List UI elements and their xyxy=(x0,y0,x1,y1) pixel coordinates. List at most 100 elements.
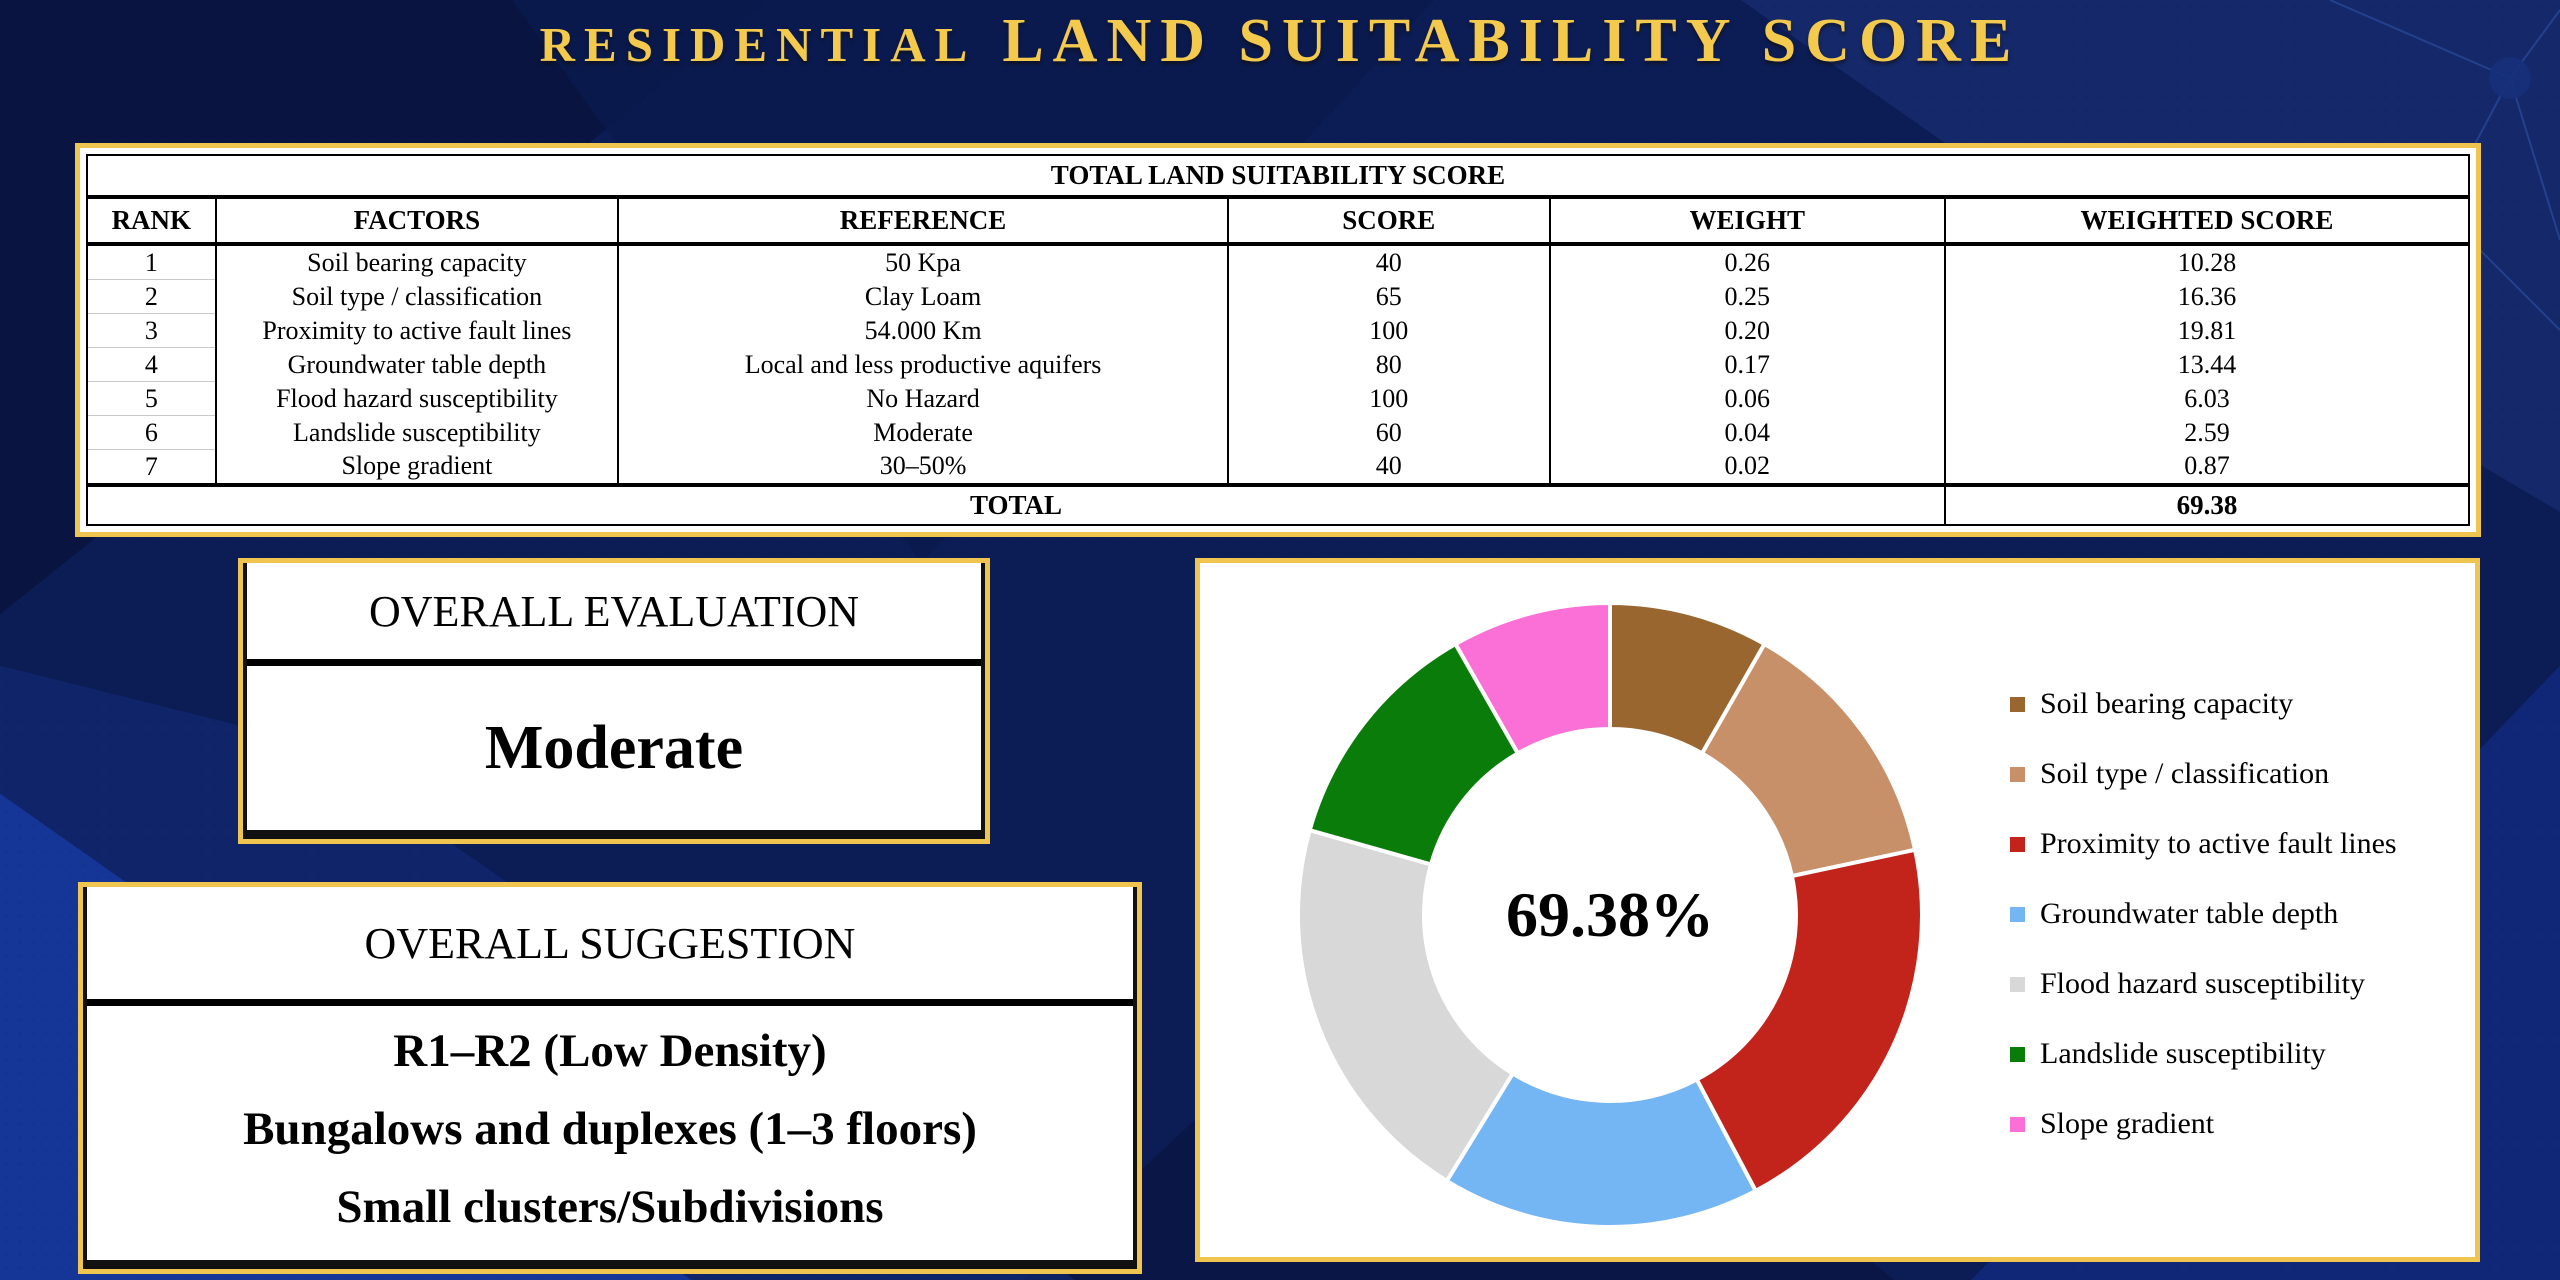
table-row: 6 Landslide susceptibility Moderate 60 0.04 2… xyxy=(87,415,2469,450)
table-cell: 0.26 xyxy=(1548,244,1945,280)
total-value: 69.38 xyxy=(1943,483,2469,525)
legend-label: Slope gradient xyxy=(2040,1107,2215,1140)
table-cell: 100 xyxy=(1226,381,1550,416)
legend-label: Groundwater table depth xyxy=(2040,897,2339,930)
legend-swatch xyxy=(2010,906,2025,922)
table-row: 1 Soil bearing capacity 50 Kpa 40 0.26 10.28 xyxy=(87,244,2469,280)
page-title-word-residential: RESIDENTIAL xyxy=(539,17,977,72)
legend-label: Proximity to active fault lines xyxy=(2040,827,2397,860)
divider xyxy=(247,659,981,666)
table-row: 3 Proximity to active fault lines 54.000 K… xyxy=(87,313,2469,348)
legend-item: Soil bearing capacity xyxy=(2010,669,2397,739)
legend-item: Landslide susceptibility xyxy=(2010,1019,2397,1089)
legend-swatch xyxy=(2010,696,2025,712)
column-header: FACTORS xyxy=(214,197,619,246)
table-cell: 0.20 xyxy=(1548,313,1945,348)
suitability-table: TOTAL LAND SUITABILITY SCORE RANK FACTORS R… xyxy=(86,154,2470,526)
legend-label: Flood hazard susceptibility xyxy=(2040,967,2365,1000)
table-cell: 50 Kpa xyxy=(617,244,1228,280)
legend-item: Groundwater table depth xyxy=(2010,879,2397,949)
table-cell: 65 xyxy=(1226,279,1550,314)
table-row: 7 Slope gradient 30–50% 40 0.02 0.87 xyxy=(87,449,2469,486)
table-row: 4 Groundwater table depth Local and less p… xyxy=(87,347,2469,382)
table-cell: 60 xyxy=(1226,415,1550,450)
table-cell: 13.44 xyxy=(1943,347,2469,382)
rank-cell: 4 xyxy=(87,347,216,382)
table-cell: No Hazard xyxy=(617,381,1228,416)
donut-slice-flood-hazard-susceptibility xyxy=(1295,827,1516,1184)
chart-panel: 69.38% Soil bearing capacity Soil type / … xyxy=(1195,558,2480,1262)
table-cell: 40 xyxy=(1226,244,1550,280)
table-cell: Landslide susceptibility xyxy=(214,415,619,450)
table-cell: Proximity to active fault lines xyxy=(214,313,619,348)
table-cell: 80 xyxy=(1226,347,1550,382)
table-cell: Flood hazard susceptibility xyxy=(214,381,619,416)
table-header-row: RANK FACTORS REFERENCE SCORE WEIGHT WEIGHTED … xyxy=(87,197,2469,246)
overall-evaluation-box: OVERALL EVALUATION Moderate xyxy=(238,558,990,844)
overall-suggestion-box: OVERALL SUGGESTION R1–R2 (Low Density) Bu… xyxy=(78,882,1142,1274)
legend-swatch xyxy=(2010,1116,2025,1132)
suggestion-line: Small clusters/Subdivisions xyxy=(336,1180,884,1233)
table-row: 2 Soil type / classification Clay Loam 65 0.… xyxy=(87,279,2469,314)
column-header: RANK xyxy=(87,197,216,246)
legend-label: Landslide susceptibility xyxy=(2040,1037,2326,1070)
legend-swatch xyxy=(2010,1046,2025,1062)
table-cell: Slope gradient xyxy=(214,449,619,485)
divider xyxy=(87,999,1133,1006)
table-cell: 100 xyxy=(1226,313,1550,348)
table-caption-row: TOTAL LAND SUITABILITY SCORE xyxy=(87,155,2469,199)
legend-item: Flood hazard susceptibility xyxy=(2010,949,2397,1019)
rank-cell: 5 xyxy=(87,381,216,416)
table-cell: 16.36 xyxy=(1943,279,2469,314)
chart-legend: Soil bearing capacity Soil type / classif… xyxy=(2010,669,2397,1159)
table-cell: 0.06 xyxy=(1548,381,1945,416)
rank-cell: 2 xyxy=(87,279,216,314)
table-title: TOTAL LAND SUITABILITY SCORE xyxy=(87,155,2469,199)
overall-suggestion-lines: R1–R2 (Low Density) Bungalows and duplexe… xyxy=(87,1006,1133,1260)
table-cell: 0.25 xyxy=(1548,279,1945,314)
table-cell: 0.17 xyxy=(1548,347,1945,382)
rank-cell: 1 xyxy=(87,244,216,280)
rank-cell: 3 xyxy=(87,313,216,348)
page-title: RESIDENTIAL LAND SUITABILITY SCORE xyxy=(0,6,2560,77)
table-cell: Soil type / classification xyxy=(214,279,619,314)
table-cell: 40 xyxy=(1226,449,1550,485)
table-cell: 54.000 Km xyxy=(617,313,1228,348)
donut-slice-groundwater-table-depth xyxy=(1444,1070,1759,1229)
table-cell: 2.59 xyxy=(1943,415,2469,450)
overall-suggestion-title: OVERALL SUGGESTION xyxy=(364,918,856,968)
donut-chart xyxy=(1295,600,1924,1229)
overall-evaluation-title: OVERALL EVALUATION xyxy=(368,586,860,636)
table-total-row: TOTAL 69.38 xyxy=(87,483,2469,525)
donut-slice-proximity-to-active-fault-lines xyxy=(1694,847,1924,1194)
table-cell: Clay Loam xyxy=(617,279,1228,314)
total-label: TOTAL xyxy=(87,483,1945,525)
table-cell: 19.81 xyxy=(1943,313,2469,348)
legend-swatch xyxy=(2010,766,2025,782)
legend-label: Soil bearing capacity xyxy=(2040,687,2294,720)
table-cell: 0.04 xyxy=(1548,415,1945,450)
rank-cell: 7 xyxy=(87,449,216,486)
table-cell: 10.28 xyxy=(1943,244,2469,280)
table-cell: Groundwater table depth xyxy=(214,347,619,382)
suitability-table-panel: TOTAL LAND SUITABILITY SCORE RANK FACTORS R… xyxy=(75,143,2481,537)
table-cell: 30–50% xyxy=(617,449,1228,485)
suggestion-line: R1–R2 (Low Density) xyxy=(393,1024,827,1077)
table-cell: 6.03 xyxy=(1943,381,2469,416)
table-cell: 0.02 xyxy=(1548,449,1945,485)
column-header: REFERENCE xyxy=(617,197,1228,246)
suggestion-line: Bungalows and duplexes (1–3 floors) xyxy=(243,1102,977,1155)
legend-item: Slope gradient xyxy=(2010,1089,2397,1159)
table-cell: Local and less productive aquifers xyxy=(617,347,1228,382)
legend-swatch xyxy=(2010,836,2025,852)
overall-evaluation-value: Moderate xyxy=(484,713,744,782)
table-cell: Soil bearing capacity xyxy=(214,244,619,280)
rank-cell: 6 xyxy=(87,415,216,450)
column-header: SCORE xyxy=(1226,197,1550,246)
donut-slice-slope-gradient xyxy=(1452,600,1612,757)
column-header: WEIGHTED SCORE xyxy=(1943,197,2469,246)
column-header: WEIGHT xyxy=(1548,197,1945,246)
legend-item: Soil type / classification xyxy=(2010,739,2397,809)
legend-swatch xyxy=(2010,976,2025,992)
